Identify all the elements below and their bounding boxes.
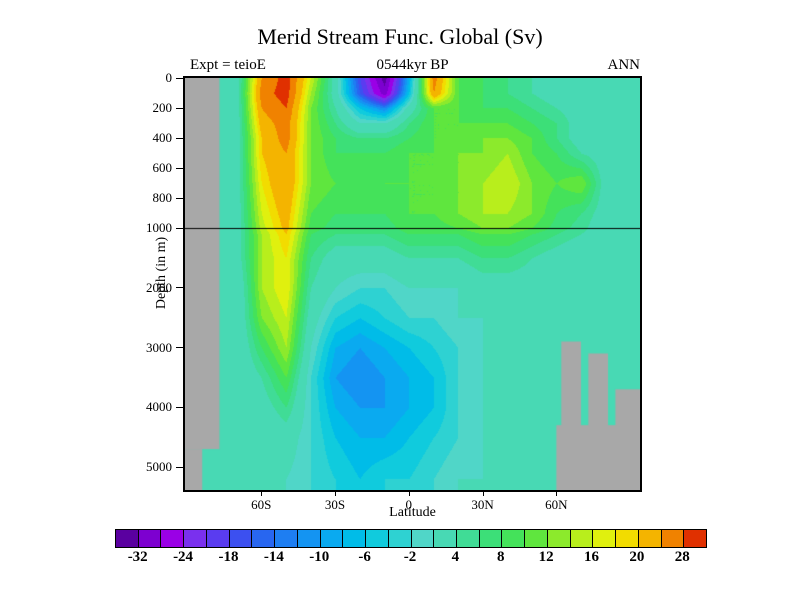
colorbar-block: [205, 530, 229, 547]
colorbar-label: 4: [451, 549, 460, 565]
colorbar-label: -14: [263, 549, 284, 565]
y-tick-mark: [176, 347, 183, 348]
y-tick-label: 600: [152, 160, 173, 175]
colorbar-block: [365, 530, 388, 547]
chart-title: Merid Stream Func. Global (Sv): [257, 24, 543, 49]
colorbar-label: 28: [674, 549, 690, 565]
y-tick-label: 0: [165, 70, 173, 85]
y-tick-label: 2000: [146, 279, 172, 295]
colorbar-label: -2: [403, 549, 417, 565]
x-tick-mark: [482, 490, 484, 496]
colorbar-block: [183, 530, 206, 547]
colorbar-block: [592, 530, 616, 547]
y-tick-mark: [176, 287, 183, 289]
y-tick-label: 3000: [146, 339, 172, 355]
colorbar-block: [228, 530, 252, 547]
colorbar-block: [296, 530, 320, 547]
colorbar-label: 8: [497, 549, 505, 565]
y-tick-label: 5000: [146, 459, 172, 474]
colorbar-label: -32: [127, 549, 148, 565]
colorbar-block: [160, 530, 184, 547]
y-tick-label: 800: [152, 190, 173, 205]
colorbar-block: [251, 530, 275, 547]
y-tick-mark: [176, 197, 183, 199]
y-tick-mark: [176, 167, 183, 169]
colorbar-label: -10: [309, 549, 330, 565]
x-tick-mark: [261, 490, 263, 496]
x-tick-label: 30N: [471, 497, 494, 512]
y-tick-mark: [176, 107, 183, 109]
y-tick-label: 4000: [146, 399, 172, 415]
colorbar-label: -24: [173, 549, 194, 565]
colorbar-block: [410, 530, 434, 547]
colorbar-block: [433, 530, 457, 547]
x-tick-mark: [556, 490, 558, 496]
plot-frame: [183, 76, 642, 492]
colorbar-block: [478, 530, 502, 547]
colorbar-block: [501, 530, 525, 547]
colorbar-block: [456, 530, 479, 547]
x-axis-title: Latitude: [389, 505, 436, 520]
y-tick-mark: [176, 137, 183, 139]
colorbar-label: 12: [538, 549, 554, 565]
colorbar-label: 16: [584, 549, 600, 565]
x-tick-mark: [408, 490, 410, 496]
colorbar-block: [660, 530, 684, 547]
y-tick-mark: [176, 466, 183, 468]
colorbar-block: [637, 530, 661, 547]
time-label: 0544kyr BP: [376, 57, 449, 73]
experiment-label: Expt = teioE: [190, 57, 266, 73]
contour-plot-canvas: [185, 78, 640, 490]
colorbar-block: [274, 530, 297, 547]
x-tick-label: 30S: [324, 497, 346, 512]
y-tick-mark: [176, 227, 183, 229]
colorbar-block: [137, 530, 161, 547]
colorbar-block: [546, 530, 570, 547]
y-tick-label: 1000: [146, 220, 172, 235]
x-tick-label: 0: [405, 497, 413, 512]
colorbar-block: [116, 530, 138, 547]
colorbar-block: [342, 530, 366, 547]
x-tick-mark: [335, 490, 337, 496]
colorbar: [115, 529, 707, 548]
colorbar-label: -18: [218, 549, 239, 565]
season-label: ANN: [607, 57, 641, 73]
colorbar-block: [615, 530, 638, 547]
colorbar-block: [524, 530, 547, 547]
colorbar-block: [683, 530, 707, 547]
y-tick-label: 200: [152, 100, 173, 115]
x-tick-label: 60S: [251, 497, 272, 512]
colorbar-block: [387, 530, 411, 547]
y-tick-label: 400: [152, 130, 173, 145]
x-tick-label: 60N: [545, 497, 568, 512]
y-axis-title: Depth (in m): [154, 236, 169, 310]
y-tick-mark: [176, 77, 183, 79]
colorbar-label: -6: [358, 549, 371, 565]
colorbar-label: 20: [629, 549, 645, 565]
colorbar-block: [319, 530, 343, 547]
y-tick-mark: [176, 406, 183, 408]
colorbar-block: [569, 530, 593, 547]
